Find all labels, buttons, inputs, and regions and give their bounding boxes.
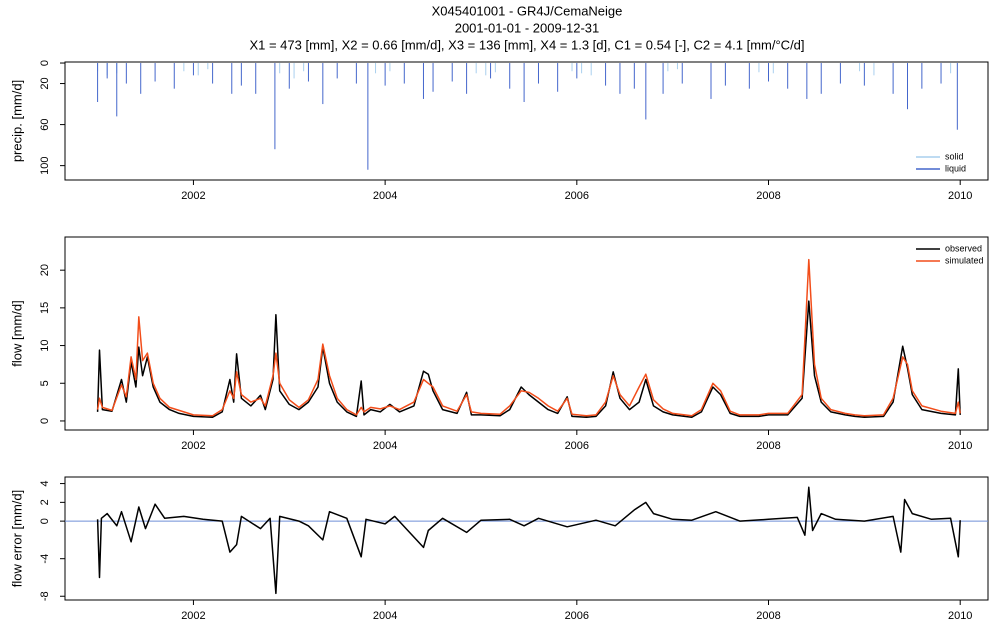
legend-label: observed [945, 243, 982, 253]
x-tick-label: 2010 [948, 610, 972, 622]
y-tick-label: 2 [39, 499, 51, 505]
x-tick-label: 2004 [373, 440, 397, 452]
y-tick-label: 60 [39, 118, 51, 130]
x-tick-label: 2006 [565, 190, 589, 202]
chart-subtitle: 2001-01-01 - 2009-12-31 [455, 20, 600, 35]
y-tick-label: 20 [39, 264, 51, 276]
y-tick-label: 0 [39, 60, 51, 66]
y-axis-label: precip. [mm/d] [9, 80, 24, 162]
flow-line [96, 258, 961, 417]
y-tick-label: 4 [39, 481, 51, 487]
x-tick-label: 2002 [181, 190, 205, 202]
chart-title: X045401001 - GR4J/CemaNeige [432, 3, 623, 18]
y-tick-label: 10 [39, 339, 51, 351]
flow-line [96, 300, 961, 418]
error-line [96, 486, 961, 595]
parameters: X1 = 473 [mm], X2 = 0.66 [mm/d], X3 = 13… [249, 37, 804, 52]
y-tick-label: -8 [39, 591, 51, 601]
x-tick-label: 2004 [373, 610, 397, 622]
x-tick-label: 2006 [565, 440, 589, 452]
y-axis-label: flow error [mm/d] [9, 490, 24, 588]
legend-label: simulated [945, 255, 984, 265]
y-tick-label: 100 [39, 156, 51, 174]
y-tick-label: 15 [39, 302, 51, 314]
y-tick-label: -4 [39, 554, 51, 564]
x-tick-label: 2008 [756, 440, 780, 452]
x-tick-label: 2004 [373, 190, 397, 202]
legend-label: liquid [945, 163, 966, 173]
y-tick-label: 5 [39, 380, 51, 386]
legend-label: solid [945, 151, 964, 161]
x-tick-label: 2006 [565, 610, 589, 622]
plot-frame [64, 236, 989, 431]
y-axis-label: flow [mm/d] [9, 300, 24, 366]
x-tick-label: 2008 [756, 190, 780, 202]
x-tick-label: 2010 [948, 190, 972, 202]
y-tick-label: 0 [39, 518, 51, 524]
x-tick-label: 2002 [181, 440, 205, 452]
y-tick-label: 20 [39, 77, 51, 89]
plot-frame [64, 61, 989, 181]
y-tick-label: 0 [39, 418, 51, 424]
x-tick-label: 2010 [948, 440, 972, 452]
x-tick-label: 2002 [181, 610, 205, 622]
x-tick-label: 2008 [756, 610, 780, 622]
plot-frame [64, 476, 989, 601]
